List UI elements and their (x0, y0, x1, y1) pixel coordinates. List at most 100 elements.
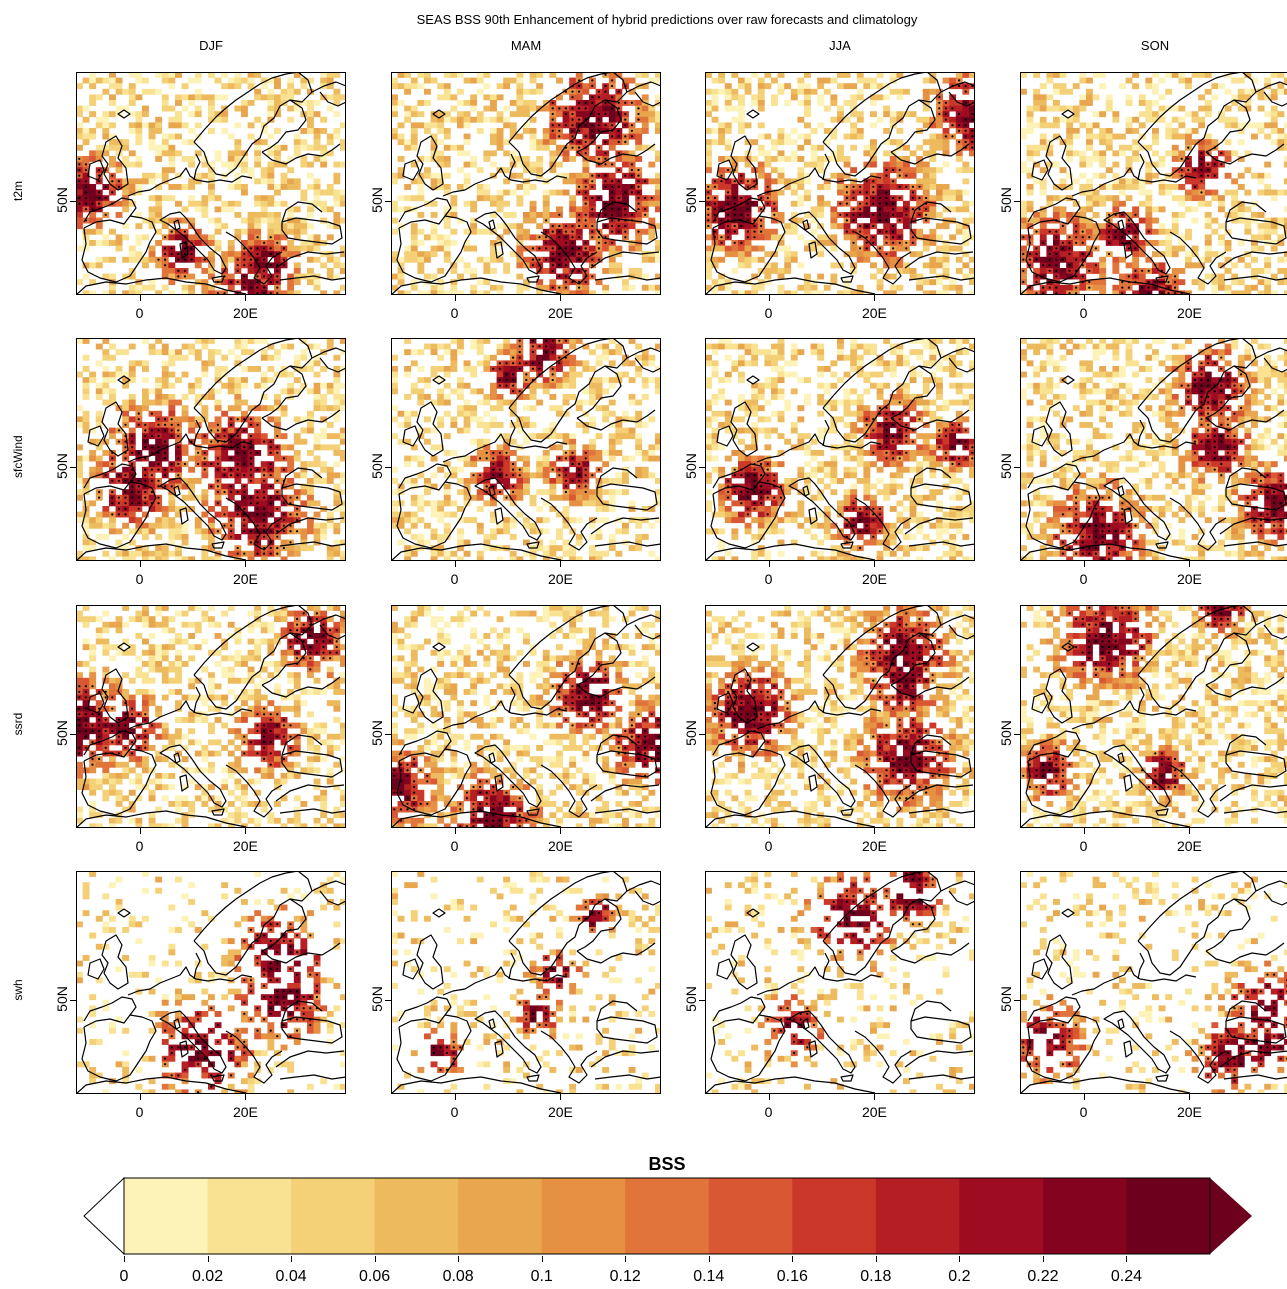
coastline-segment (788, 211, 856, 275)
significance-dot (1134, 230, 1137, 233)
coastline-segment (822, 72, 928, 143)
bss-cell (1237, 139, 1245, 146)
bss-cell (929, 262, 937, 269)
coastline-segment (1169, 231, 1227, 285)
significance-dot (611, 185, 614, 188)
bss-cell (1020, 133, 1027, 140)
bss-cell (1033, 88, 1041, 95)
bss-cell (227, 245, 235, 252)
bss-cell (711, 100, 719, 106)
bss-cell (1026, 105, 1034, 112)
bss-cell (1284, 290, 1287, 295)
bss-cell (490, 195, 497, 202)
significance-dots (531, 73, 653, 289)
bss-cell (711, 290, 719, 295)
bss-cell (227, 77, 235, 84)
bss-cell (797, 195, 805, 202)
coastline-segment (890, 99, 936, 153)
bss-cell (1185, 256, 1192, 263)
bss-cell (738, 83, 745, 90)
bss-cell (1237, 212, 1245, 218)
bss-cell (523, 161, 530, 168)
bss-cell (797, 156, 805, 162)
significance-dot (898, 185, 901, 188)
significance-dot (84, 168, 87, 172)
bss-cell (648, 284, 656, 291)
bss-cell (128, 343, 136, 350)
bss-cell (830, 223, 838, 230)
bss-cell (843, 72, 851, 78)
bss-cell (1039, 122, 1047, 129)
bss-cell (823, 77, 831, 84)
bss-cell (936, 262, 943, 269)
bss-cell (391, 128, 398, 134)
bss-cell (241, 377, 248, 384)
bss-cell (128, 200, 136, 207)
bss-cell (450, 206, 458, 213)
significance-dot (1081, 241, 1084, 244)
bss-cell (181, 184, 189, 190)
bss-cell (784, 178, 792, 185)
bss-cell (711, 245, 719, 252)
bss-cell (260, 262, 268, 269)
significance-dot (944, 118, 947, 121)
bss-cell (863, 206, 871, 213)
bss-cell (1059, 72, 1067, 78)
bss-cell (1138, 189, 1146, 196)
bss-cell (955, 290, 963, 295)
significance-dot (1088, 286, 1091, 289)
significance-dot (707, 208, 710, 211)
bss-cell (641, 144, 649, 151)
bss-cell (410, 234, 418, 241)
bss-cell (949, 234, 957, 241)
significance-dot (733, 230, 736, 233)
significance-dot (925, 196, 928, 200)
bss-cell (208, 161, 215, 168)
bss-cell (1270, 273, 1278, 280)
bss-cell (89, 455, 97, 462)
significance-dot (898, 219, 901, 222)
bss-cell (247, 338, 255, 344)
bss-cell (942, 150, 950, 157)
bss-cell (1244, 105, 1252, 112)
bss-cell (1264, 256, 1272, 263)
bss-cell (804, 290, 811, 295)
bss-cell (1112, 116, 1120, 123)
bss-cell (1138, 94, 1146, 101)
bss-cell (476, 72, 484, 78)
bss-cell (260, 338, 268, 344)
coastline-segment (1137, 72, 1257, 177)
bss-cell (201, 94, 209, 101)
bss-cell (1086, 195, 1093, 202)
significance-dot (845, 213, 848, 216)
significance-dot (727, 230, 730, 233)
bss-cell (929, 240, 937, 246)
bss-cell (122, 371, 130, 378)
bss-cell (443, 111, 451, 118)
bss-cell (168, 478, 176, 484)
bss-cell (1039, 178, 1047, 185)
bss-cell (437, 150, 445, 157)
bss-cell (1218, 223, 1225, 230)
bss-cell (837, 72, 844, 78)
bss-cell (817, 200, 825, 207)
significance-dot (1061, 258, 1064, 261)
bss-cell (936, 223, 943, 230)
bss-cell (731, 105, 739, 112)
significance-dot (545, 230, 548, 233)
bss-cell (148, 217, 156, 224)
bss-cell (1105, 105, 1113, 112)
bss-cell (1053, 195, 1060, 202)
bss-cell (148, 144, 156, 151)
bss-cell (705, 88, 712, 95)
significance-dot (545, 241, 548, 244)
bss-cell (523, 111, 530, 118)
bss-cell (777, 245, 785, 252)
bss-cell (95, 217, 103, 224)
bss-cell (922, 234, 930, 241)
significance-dot (91, 202, 94, 205)
significance-dot (584, 219, 587, 222)
bss-cell (817, 94, 825, 101)
significance-dot (584, 258, 587, 261)
bss-cell (1112, 150, 1120, 157)
